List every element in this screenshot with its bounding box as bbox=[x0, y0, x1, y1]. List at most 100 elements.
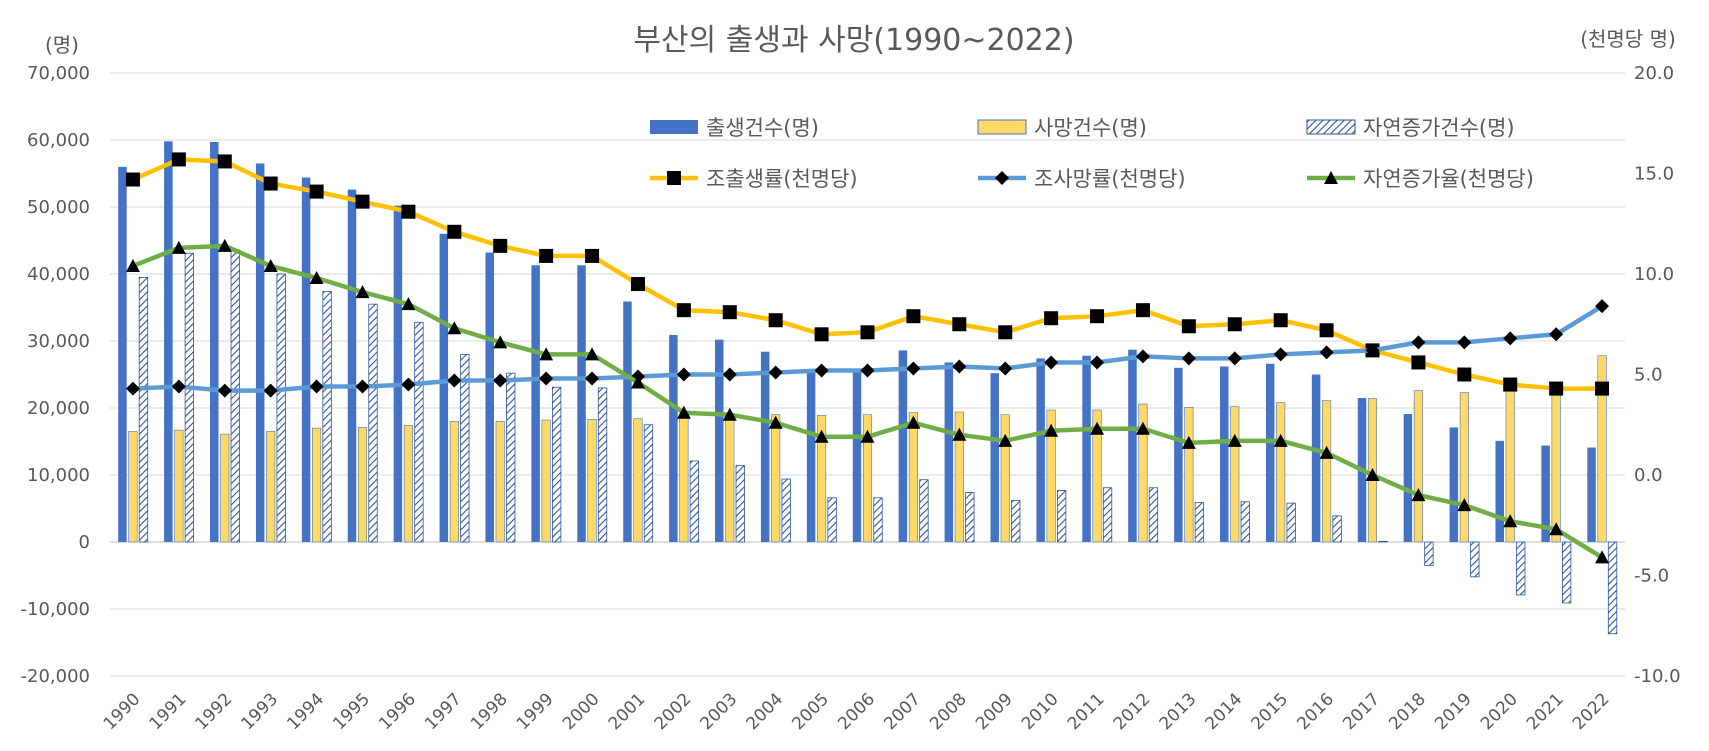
bar bbox=[1413, 390, 1423, 543]
point bbox=[539, 347, 554, 361]
legend: 출생건수(명) 사망건수(명) 자연증가건수(명) 조출생률(천명당) 조사망률(천명당… bbox=[650, 116, 1534, 191]
point bbox=[217, 238, 232, 252]
point bbox=[906, 361, 921, 376]
point bbox=[355, 285, 370, 299]
bar bbox=[439, 233, 449, 543]
point bbox=[309, 379, 324, 394]
point bbox=[952, 317, 967, 332]
point bbox=[1411, 335, 1426, 350]
bar bbox=[852, 370, 862, 542]
point bbox=[1227, 317, 1242, 332]
point bbox=[171, 240, 186, 254]
legend-swatch bbox=[650, 120, 698, 134]
y-left-tick-labels: 70,000 60,000 50,000 40,000 30,000 20,000 10,0… bbox=[21, 63, 90, 687]
point bbox=[998, 325, 1013, 340]
y-left-tick-label: 40,000 bbox=[27, 264, 90, 285]
bar bbox=[1056, 490, 1067, 543]
point bbox=[1457, 335, 1472, 350]
bar bbox=[506, 372, 516, 543]
point bbox=[217, 154, 232, 169]
bar bbox=[689, 460, 700, 543]
point bbox=[998, 361, 1013, 376]
x-tick-label: 2008 bbox=[926, 689, 971, 734]
point bbox=[1365, 343, 1380, 358]
point bbox=[1411, 355, 1426, 370]
point bbox=[585, 248, 600, 263]
bar bbox=[531, 265, 540, 542]
x-tick-label: 2000 bbox=[559, 689, 604, 734]
point bbox=[125, 258, 140, 272]
point bbox=[676, 367, 691, 382]
bar bbox=[301, 177, 311, 542]
x-tick-label: 2016 bbox=[1293, 689, 1338, 734]
bar bbox=[587, 419, 597, 543]
bar bbox=[220, 433, 230, 543]
point bbox=[1044, 311, 1059, 326]
point bbox=[401, 297, 416, 311]
point bbox=[1365, 468, 1380, 481]
bar-series-3 bbox=[138, 249, 1618, 635]
bar bbox=[357, 427, 368, 543]
point bbox=[401, 204, 416, 219]
y-right-tick-label: 10.0 bbox=[1634, 264, 1674, 285]
bar bbox=[1561, 541, 1572, 604]
bar bbox=[669, 334, 678, 542]
y-right-tick-label: -5.0 bbox=[1634, 566, 1669, 587]
x-tick-label: 2013 bbox=[1156, 689, 1201, 734]
bar bbox=[460, 353, 470, 543]
point bbox=[860, 363, 875, 378]
point bbox=[768, 365, 783, 380]
bar bbox=[1082, 355, 1091, 542]
y-left-tick-label: -20,000 bbox=[21, 666, 90, 687]
bar bbox=[1138, 403, 1148, 543]
x-tick-label: 2017 bbox=[1339, 689, 1384, 734]
bar bbox=[403, 425, 413, 543]
bar bbox=[1311, 374, 1321, 542]
bar bbox=[806, 371, 816, 542]
point bbox=[1411, 488, 1426, 502]
bar bbox=[1102, 487, 1113, 543]
x-tick-label: 2005 bbox=[788, 689, 833, 734]
point bbox=[1181, 319, 1196, 334]
bar bbox=[1322, 400, 1332, 543]
point bbox=[447, 224, 462, 239]
point bbox=[493, 335, 508, 349]
bar bbox=[210, 142, 219, 542]
point bbox=[722, 305, 737, 320]
y-right-tick-label: 15.0 bbox=[1634, 164, 1674, 185]
point bbox=[1181, 435, 1196, 449]
point bbox=[860, 325, 875, 340]
x-tick-label: 1995 bbox=[329, 689, 374, 734]
point bbox=[539, 371, 554, 386]
point bbox=[447, 321, 462, 335]
legend-label: 자연증가건수(명) bbox=[1363, 116, 1515, 140]
point bbox=[1549, 327, 1564, 342]
y-right-tick-label: 20.0 bbox=[1634, 63, 1674, 84]
bar bbox=[908, 412, 918, 543]
point bbox=[355, 194, 370, 209]
bar bbox=[1000, 414, 1010, 543]
point bbox=[217, 383, 232, 398]
bar bbox=[1220, 366, 1229, 542]
x-tick-label: 1997 bbox=[421, 689, 466, 734]
point bbox=[1503, 514, 1518, 528]
line-series-3 bbox=[125, 238, 1610, 564]
point bbox=[1090, 355, 1105, 370]
line-series bbox=[125, 152, 1610, 564]
point bbox=[1595, 299, 1610, 314]
point bbox=[309, 184, 324, 199]
bar bbox=[485, 252, 494, 542]
bar bbox=[1424, 541, 1434, 566]
point bbox=[263, 258, 278, 272]
y-right-tick-label: 0.0 bbox=[1634, 465, 1663, 486]
point bbox=[1273, 347, 1288, 362]
y-left-tick-label: 60,000 bbox=[27, 130, 90, 151]
point bbox=[952, 427, 967, 441]
bar bbox=[541, 419, 551, 543]
x-tick-label: 2018 bbox=[1385, 689, 1430, 734]
bar bbox=[735, 465, 745, 543]
bar bbox=[276, 273, 286, 543]
y-left-tick-label: -10,000 bbox=[21, 599, 90, 620]
point bbox=[171, 152, 186, 167]
bar bbox=[1184, 407, 1194, 543]
